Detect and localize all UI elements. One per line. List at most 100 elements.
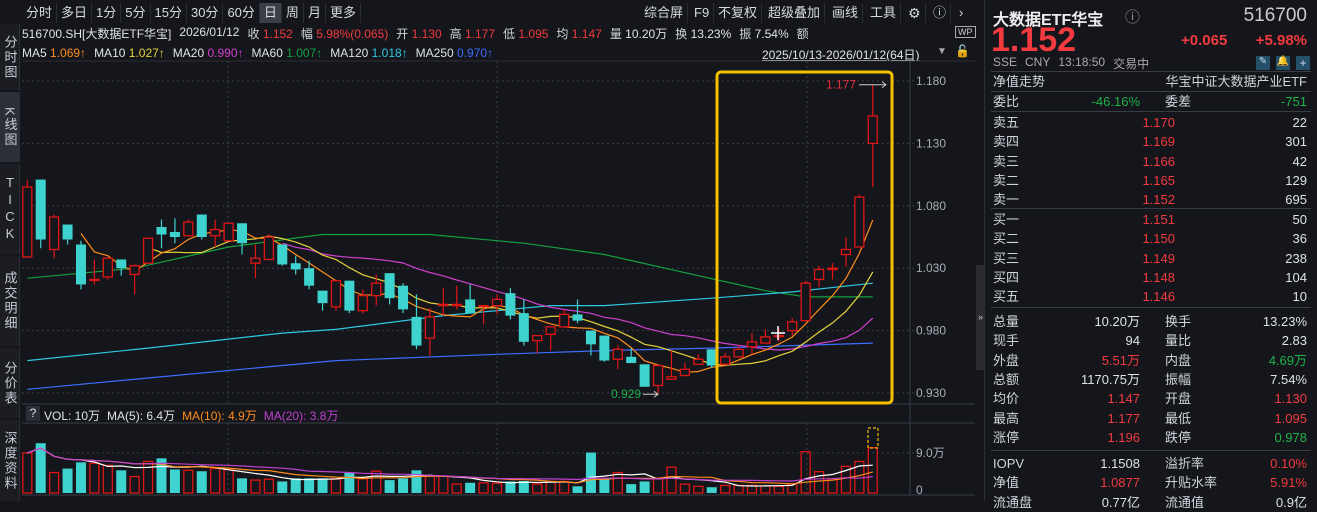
volume-bar-down	[344, 473, 355, 493]
level-volume: 42	[1292, 153, 1307, 169]
highlight-box	[715, 70, 894, 405]
stat-label: 最高	[993, 410, 1020, 426]
candle-body-up	[733, 348, 744, 358]
stat-value: 1.1508	[1100, 456, 1140, 471]
bids-row[interactable]: 买四 1.148 104	[993, 268, 1307, 287]
open-value: 1.130	[411, 27, 442, 41]
change-label: 幅	[300, 27, 313, 41]
candle-body-up	[652, 364, 664, 387]
side-tab-kline[interactable]: K线图	[0, 92, 20, 162]
asks-row[interactable]: 卖四 1.169 301	[993, 132, 1307, 151]
period-tab-2[interactable]: 1分	[92, 3, 122, 23]
period-tab-6[interactable]: 60分	[223, 3, 260, 23]
price-tick-label: 0.930	[916, 386, 946, 400]
side-tab-tick[interactable]: TICK	[0, 164, 20, 254]
side-tab-intraday[interactable]: 分时图	[0, 24, 20, 90]
stat-label: 最低	[1165, 410, 1192, 426]
asks-row[interactable]: 卖五 1.170 22	[993, 113, 1307, 132]
candle-body-up	[22, 186, 33, 258]
volume-bar-down	[304, 478, 315, 493]
volume-bar-up	[612, 471, 623, 494]
chevron-right-icon[interactable]: ›	[959, 5, 964, 20]
gear-icon[interactable]: ⚙	[904, 3, 926, 23]
volume-bar-down	[398, 478, 409, 493]
stat-value: 1.196	[1107, 429, 1140, 445]
help-icon[interactable]: ⓘ	[929, 3, 952, 23]
nav-trend-row[interactable]: 净值走势 华宝中证大数据产业ETF	[993, 72, 1307, 91]
open-label: 开	[396, 27, 409, 41]
level-label: 买五	[993, 289, 1020, 305]
stat-label: 跌停	[1165, 429, 1192, 445]
candle-body-up	[478, 304, 489, 308]
bids-row[interactable]: 买二 1.150 36	[993, 229, 1307, 248]
period-tab-4[interactable]: 15分	[151, 3, 187, 23]
candle-body-up	[545, 326, 556, 335]
period-tab-5[interactable]: 30分	[187, 3, 224, 23]
volume-bar-up	[693, 485, 704, 494]
asks-row[interactable]: 卖三 1.166 42	[993, 152, 1307, 171]
symbol-label: 516700.SH[大数据ETF华宝]	[22, 27, 172, 41]
stat-label: 净值	[993, 475, 1020, 491]
bids-row[interactable]: 买三 1.149 238	[993, 249, 1307, 268]
dropdown-triangle-icon[interactable]: ▼	[937, 46, 947, 57]
f9-button[interactable]: F9	[690, 3, 715, 23]
side-tab-price-table[interactable]: 分价表	[0, 348, 20, 418]
period-tab-3[interactable]: 5分	[121, 3, 151, 23]
bell-icon[interactable]: 🔔	[1276, 56, 1290, 70]
edit-icon[interactable]: ✎	[1256, 56, 1270, 70]
bids-row[interactable]: 买一 1.151 50	[993, 210, 1307, 229]
volume-bar-down	[290, 478, 301, 493]
volume-bar-up	[424, 475, 436, 494]
level-label: 卖四	[993, 134, 1020, 150]
ma-value: 0.990↑	[207, 46, 244, 60]
wp-icon[interactable]: WP	[955, 26, 976, 38]
trading-status: 交易中	[1113, 57, 1150, 71]
lock-icon[interactable]: 🔓	[955, 44, 970, 58]
period-tab-0[interactable]: 分时	[22, 3, 58, 23]
ma120-line	[27, 282, 873, 362]
period-tab-7[interactable]: 日	[259, 3, 282, 23]
period-tab-9[interactable]: 月	[304, 3, 326, 23]
side-tab-trades[interactable]: 成交明细	[0, 256, 20, 346]
asks-row[interactable]: 卖一 1.152 695	[993, 190, 1307, 209]
draw-line-button[interactable]: 画线	[828, 3, 864, 23]
tools-button[interactable]: 工具	[866, 3, 902, 23]
overlay-button[interactable]: 超级叠加	[764, 3, 826, 23]
date-range-selector[interactable]: 2025/10/13-2026/01/12(64日)	[762, 48, 920, 62]
candle-body-down	[639, 364, 650, 387]
period-tab-8[interactable]: 周	[282, 3, 304, 23]
help-button[interactable]: ?	[26, 406, 40, 421]
candle-body-down	[518, 313, 529, 342]
crosshair-cursor-icon	[771, 326, 785, 340]
plus-icon[interactable]: +	[1296, 56, 1310, 70]
ma-value: 1.007↑	[286, 46, 323, 60]
level-volume: 695	[1285, 192, 1307, 208]
kline-chart[interactable]: 1.180 1.130 1.080 1.030 0.980 0.930 9.0万 0 1.177…	[0, 0, 980, 501]
candle-body-down	[398, 285, 409, 310]
low-mark-arrow	[643, 390, 659, 398]
volume-bar-up	[867, 447, 878, 494]
volume-value: 10.20万	[625, 27, 668, 41]
asks-row[interactable]: 卖二 1.165 129	[993, 171, 1307, 190]
bids-row[interactable]: 买五 1.146 10	[993, 287, 1307, 306]
period-tab-1[interactable]: 多日	[57, 3, 93, 23]
candle-body-up	[223, 222, 234, 242]
currency-label: CNY	[1025, 55, 1051, 69]
level-label: 卖三	[993, 153, 1020, 169]
candle-body-down	[599, 335, 610, 361]
volume-bar-up	[438, 475, 449, 494]
side-tab-depth[interactable]: 深度资料	[0, 420, 20, 501]
vol-label: VOL: 10万	[44, 409, 101, 423]
period-tab-10[interactable]: 更多	[326, 3, 361, 23]
collapse-panel-handle[interactable]: »	[976, 265, 985, 370]
level-label: 卖五	[993, 115, 1020, 130]
nav-trend-link[interactable]: 净值走势	[993, 74, 1046, 89]
composite-screen-button[interactable]: 综合屏	[640, 3, 689, 23]
candle-body-up	[263, 236, 275, 261]
no-adjust-button[interactable]: 不复权	[714, 3, 763, 23]
turnover-label: 换	[675, 27, 688, 41]
stat-value: 1.177	[1107, 410, 1140, 426]
info-icon[interactable]: ⓘ	[1125, 9, 1141, 26]
vol-ma10-line	[27, 447, 873, 485]
stat-label: 量比	[1165, 333, 1192, 349]
